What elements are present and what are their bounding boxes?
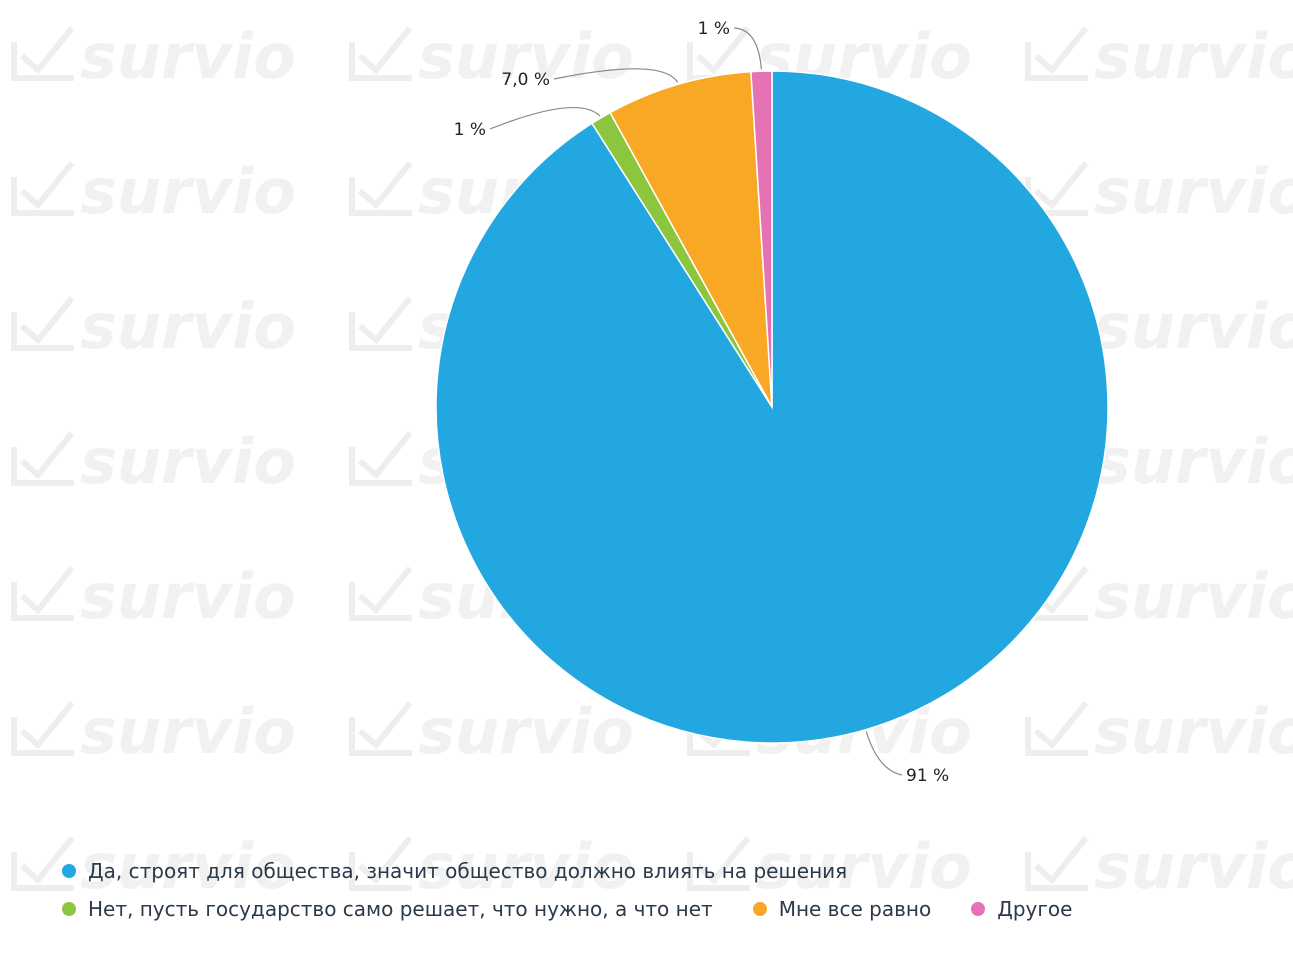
watermark-text: survio bbox=[418, 20, 634, 93]
label-connector-line bbox=[553, 68, 679, 83]
survio-watermark: survio bbox=[1025, 155, 1293, 228]
survio-watermark: survio bbox=[687, 830, 972, 903]
pie-slices bbox=[435, 70, 1109, 744]
survio-watermark: survio bbox=[349, 830, 634, 903]
survio-watermark: survio bbox=[1025, 830, 1293, 903]
pie-slice-3[interactable] bbox=[609, 70, 773, 408]
data-label: 7,0 % bbox=[501, 70, 550, 90]
checkmark-icon bbox=[11, 566, 75, 621]
watermark-text: survio bbox=[80, 290, 296, 363]
watermark-text: survio bbox=[1094, 695, 1293, 768]
watermark-text: survio bbox=[1094, 20, 1293, 93]
checkmark-icon bbox=[11, 836, 75, 891]
watermark-text: survio bbox=[80, 830, 296, 903]
label-connector-line bbox=[733, 27, 762, 70]
legend-item-indifferent[interactable]: Мне все равно bbox=[752, 897, 932, 921]
watermark-text: survio bbox=[1094, 425, 1293, 498]
watermark-text: survio bbox=[1094, 560, 1293, 633]
pie-slice-4[interactable] bbox=[750, 70, 773, 408]
survio-watermark: survio bbox=[11, 695, 296, 768]
survio-watermark: survio bbox=[11, 425, 296, 498]
label-connector-line bbox=[865, 731, 903, 776]
legend-row-2: Нет, пусть государство само решает, что … bbox=[62, 890, 1262, 928]
watermark-text: survio bbox=[80, 695, 296, 768]
legend-item-no[interactable]: Нет, пусть государство само решает, что … bbox=[62, 897, 713, 921]
watermark-text: survio bbox=[756, 830, 972, 903]
survio-watermark: survio bbox=[1025, 290, 1293, 363]
survio-watermark: survio bbox=[11, 830, 296, 903]
legend-marker-icon bbox=[752, 902, 767, 916]
legend-label: Да, строят для общества, значит общество… bbox=[88, 859, 848, 883]
watermark-text: survio bbox=[80, 20, 296, 93]
watermark-text: survio bbox=[418, 830, 634, 903]
checkmark-icon bbox=[349, 701, 413, 756]
survio-watermark: survio bbox=[1025, 695, 1293, 768]
watermark-text: survio bbox=[418, 695, 634, 768]
survio-watermark: survio bbox=[1025, 20, 1293, 93]
data-label: 1 % bbox=[454, 120, 486, 140]
checkmark-icon bbox=[11, 431, 75, 486]
checkmark-icon bbox=[1025, 836, 1089, 891]
survio-watermark: survio bbox=[11, 155, 296, 228]
watermark-text: survio bbox=[1094, 290, 1293, 363]
checkmark-icon bbox=[1025, 26, 1089, 81]
legend-marker-icon bbox=[62, 864, 76, 878]
checkmark-icon bbox=[1025, 701, 1089, 756]
survio-watermark: survio bbox=[1025, 560, 1293, 633]
checkmark-icon bbox=[349, 836, 413, 891]
pie-data-labels: 91 % 1 % 7,0 % 1 % bbox=[454, 19, 950, 786]
legend-marker-icon bbox=[62, 902, 76, 916]
checkmark-icon bbox=[349, 566, 413, 621]
checkmark-icon bbox=[349, 431, 413, 486]
survio-watermark: survio bbox=[349, 20, 634, 93]
checkmark-icon bbox=[11, 296, 75, 351]
checkmark-icon bbox=[11, 701, 75, 756]
watermark-text: survio bbox=[80, 560, 296, 633]
checkmark-icon bbox=[349, 26, 413, 81]
watermark-text: survio bbox=[1094, 155, 1293, 228]
label-connector-line bbox=[489, 106, 601, 130]
data-label: 91 % bbox=[906, 766, 949, 786]
legend-label: Нет, пусть государство само решает, что … bbox=[88, 897, 713, 921]
checkmark-icon bbox=[349, 161, 413, 216]
watermark-text: survio bbox=[1094, 830, 1293, 903]
watermark-text: survio bbox=[80, 155, 296, 228]
survio-watermark: survio bbox=[11, 560, 296, 633]
data-label: 1 % bbox=[698, 19, 730, 39]
legend-item-yes[interactable]: Да, строят для общества, значит общество… bbox=[62, 859, 847, 883]
checkmark-icon bbox=[11, 26, 75, 81]
survio-watermark: survio bbox=[349, 695, 634, 768]
checkmark-icon bbox=[687, 836, 751, 891]
checkmark-icon bbox=[349, 296, 413, 351]
legend-item-other[interactable]: Другое bbox=[971, 897, 1072, 921]
chart-legend: Да, строят для общества, значит общество… bbox=[62, 852, 1262, 928]
checkmark-icon bbox=[11, 161, 75, 216]
legend-row-1: Да, строят для общества, значит общество… bbox=[62, 852, 1262, 890]
legend-label: Мне все равно bbox=[778, 897, 932, 921]
legend-marker-icon bbox=[971, 902, 986, 916]
legend-label: Другое bbox=[997, 897, 1073, 921]
survio-watermark: survio bbox=[11, 290, 296, 363]
survio-watermark: survio bbox=[11, 20, 296, 93]
watermark-text: survio bbox=[80, 425, 296, 498]
